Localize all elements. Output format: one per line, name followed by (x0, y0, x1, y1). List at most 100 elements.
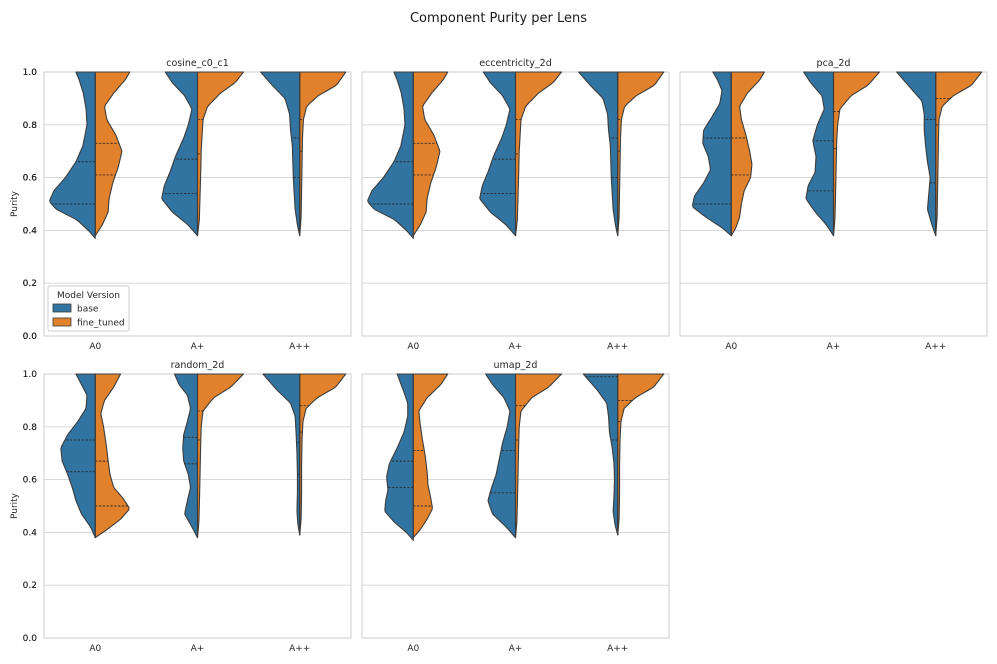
violin-half-base (260, 71, 301, 237)
violin-half-fine-tuned (935, 71, 983, 237)
violin-half-fine-tuned (94, 71, 131, 237)
y-tick-label: 0.6 (23, 174, 38, 184)
x-tick-label-a: A++ (925, 342, 946, 352)
violin-half-fine-tuned (196, 71, 245, 237)
violin-base-a (260, 71, 301, 237)
x-tick-label-a0: A0 (725, 342, 737, 352)
violin-half-base (161, 71, 199, 237)
panel-random-2d: random_2d 0.0 0.2 0.4 0.6 0.8 1.0 Purity A0 A+ A++ (10, 360, 352, 654)
y-tick-label: 1.0 (23, 68, 38, 78)
violin-fine-tuned-a (617, 71, 665, 237)
violin-half-fine-tuned (832, 71, 881, 237)
violin-base-a (161, 71, 199, 237)
violin-fine-tuned-a (196, 71, 245, 237)
violin-half-fine-tuned (514, 373, 563, 539)
violin-fine-tuned-a (617, 373, 665, 536)
violin-base-a0 (60, 373, 96, 539)
legend-title: Model Version (57, 291, 120, 301)
y-tick-label: 0.0 (23, 332, 38, 342)
violin-fine-tuned-a (299, 71, 347, 237)
violin-fine-tuned-a (935, 71, 983, 237)
legend-swatch-base (52, 303, 72, 313)
x-tick-label-a: A+ (827, 342, 841, 352)
legend-label-fine-tuned: fine_tuned (77, 319, 125, 329)
violin-base-a0 (691, 71, 732, 237)
y-tick-label: 0.4 (23, 226, 38, 236)
panel-title: eccentricity_2d (479, 58, 551, 69)
violin-base-a (803, 71, 835, 237)
y-tick-label: 0.4 (23, 226, 38, 236)
y-tick-label: 0.0 (23, 634, 38, 644)
x-tick-label-a: A++ (607, 644, 628, 654)
violin-half-base (803, 71, 835, 237)
violin-base-a0 (384, 373, 414, 541)
panel-title: umap_2d (494, 360, 538, 371)
x-tick-label-a: A+ (509, 342, 523, 352)
y-tick-label: 0.8 (23, 121, 38, 131)
violin-half-fine-tuned (514, 71, 563, 237)
violin-half-fine-tuned (730, 71, 765, 237)
violin-base-a (582, 373, 619, 536)
violin-fine-tuned-a0 (412, 373, 449, 539)
x-tick-label-a: A+ (191, 644, 205, 654)
violin-base-a0 (367, 71, 414, 239)
violin-half-base (384, 373, 414, 541)
violin-fine-tuned-a0 (94, 373, 130, 539)
violin-fine-tuned-a (196, 373, 245, 539)
x-tick-label-a0: A0 (89, 342, 101, 352)
violin-half-base (173, 373, 199, 539)
y-tick-label: 1.0 (23, 68, 38, 78)
y-tick-label: 0.2 (23, 279, 37, 289)
x-tick-label-a: A++ (289, 644, 310, 654)
y-tick-label: 1.0 (23, 68, 38, 78)
y-tick-label: 0.6 (23, 476, 38, 486)
y-tick-label: 0.4 (23, 528, 38, 538)
violin-half-fine-tuned (299, 373, 347, 536)
figure-title: Component Purity per Lens (410, 11, 587, 26)
violin-half-fine-tuned (412, 71, 449, 237)
y-tick-label: 0.8 (23, 423, 38, 433)
y-tick-label: 1.0 (23, 370, 38, 380)
violin-half-fine-tuned (196, 373, 245, 539)
violin-half-base (262, 373, 301, 536)
y-tick-label: 0.2 (23, 279, 37, 289)
panel-pca-2d: pca_2d 0.0 0.2 0.4 0.6 0.8 1.0 A0 A+ A++ (23, 58, 988, 352)
violin-half-fine-tuned (617, 71, 665, 237)
y-tick-label: 0.4 (23, 528, 38, 538)
violin-base-a (578, 71, 619, 237)
violin-fine-tuned-a (299, 373, 347, 536)
y-tick-label: 0.2 (23, 279, 37, 289)
violin-half-base (578, 71, 619, 237)
panel-title: random_2d (171, 360, 225, 371)
violin-fine-tuned-a0 (730, 71, 765, 237)
violin-base-a (485, 373, 517, 539)
panels: cosine_c0_c1 0.0 0.2 0.4 0.6 0.8 1.0 Purity A0 A+… (10, 58, 988, 654)
y-tick-label: 0.0 (23, 332, 38, 342)
y-tick-label: 0.2 (23, 581, 37, 591)
violin-fine-tuned-a (832, 71, 881, 237)
y-tick-label: 0.2 (23, 581, 37, 591)
y-axis-label: Purity (10, 492, 20, 519)
violin-half-fine-tuned (94, 373, 130, 539)
y-tick-label: 1.0 (23, 370, 38, 380)
legend: Model Version base fine_tuned (47, 285, 130, 332)
panel-eccentricity-2d: eccentricity_2d 0.0 0.2 0.4 0.6 0.8 1.0 A0 A+ A++ (23, 58, 670, 352)
y-tick-label: 0.8 (23, 121, 38, 131)
violin-half-base (479, 71, 517, 237)
violin-half-base (485, 373, 517, 539)
violin-base-a (479, 71, 517, 237)
violin-base-a (173, 373, 199, 539)
violin-half-base (60, 373, 96, 539)
legend-label-base: base (77, 305, 99, 315)
legend-swatch-fine-tuned (52, 317, 72, 327)
x-tick-label-a0: A0 (89, 644, 101, 654)
violin-half-fine-tuned (299, 71, 347, 237)
violin-half-base (367, 71, 414, 239)
y-tick-label: 0.0 (23, 332, 38, 342)
x-tick-label-a0: A0 (407, 644, 419, 654)
panel-umap-2d: umap_2d 0.0 0.2 0.4 0.6 0.8 1.0 A0 A+ A++ (23, 360, 670, 654)
violin-base-a0 (49, 71, 96, 239)
violin-fine-tuned-a (514, 373, 563, 539)
y-tick-label: 0.0 (23, 634, 38, 644)
